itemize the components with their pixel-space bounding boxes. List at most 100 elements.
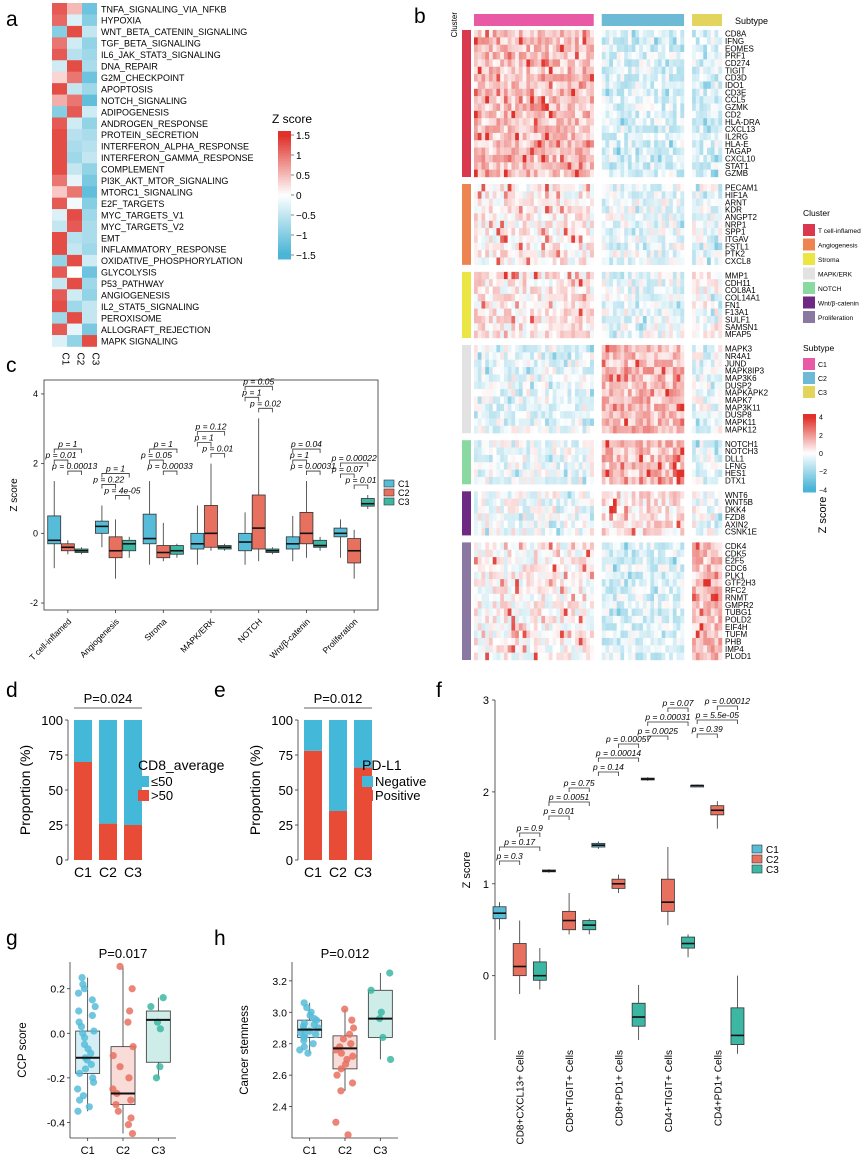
heatmap-cell bbox=[672, 454, 677, 463]
gene-label: CD3E bbox=[725, 88, 746, 97]
heatmap-cell bbox=[530, 352, 535, 360]
heatmap-cell bbox=[488, 154, 493, 163]
heatmap-cell bbox=[511, 59, 516, 67]
heatmap-cell bbox=[616, 557, 621, 565]
heatmap-cell bbox=[500, 257, 505, 266]
heatmap-cell bbox=[590, 330, 594, 339]
heatmap-cell bbox=[657, 44, 662, 53]
heatmap-cell bbox=[530, 206, 535, 214]
heatmap-cell bbox=[672, 476, 677, 485]
heatmap-cell bbox=[567, 615, 572, 624]
heatmap-cell bbox=[503, 147, 508, 156]
heatmap-cell bbox=[665, 389, 670, 397]
heatmap-cell bbox=[624, 30, 629, 38]
heatmap-cell bbox=[692, 125, 697, 134]
heatmap-cell bbox=[556, 367, 561, 375]
gene-label: MAPKAPK2 bbox=[725, 389, 769, 398]
heatmap-cell bbox=[511, 301, 516, 309]
heatmap-cell bbox=[481, 601, 486, 609]
heatmap-cell bbox=[714, 52, 719, 60]
heatmap-cell bbox=[511, 286, 516, 295]
heatmap-cell bbox=[530, 528, 535, 536]
heatmap-cell bbox=[646, 586, 651, 595]
heatmap-cell bbox=[699, 389, 704, 397]
heatmap-cell bbox=[642, 381, 647, 390]
heatmap-cell bbox=[556, 88, 561, 97]
heatmap-cell bbox=[522, 154, 527, 163]
heatmap-cell bbox=[707, 462, 711, 470]
heatmap-cell bbox=[560, 352, 565, 360]
heatmap-cell bbox=[601, 66, 606, 75]
heatmap-cell bbox=[488, 37, 493, 45]
heatmap-cell bbox=[563, 125, 568, 134]
heatmap-cell bbox=[488, 242, 493, 251]
heatmap-cell bbox=[695, 491, 700, 499]
heatmap-cell bbox=[560, 271, 565, 280]
heatmap-cell bbox=[695, 81, 700, 89]
heatmap-cell bbox=[578, 81, 583, 89]
heatmap-cell bbox=[692, 308, 697, 317]
heatmap-cell bbox=[488, 184, 493, 192]
heatmap-cell bbox=[714, 615, 719, 624]
heatmap-cell bbox=[560, 586, 565, 595]
heatmap-cell bbox=[541, 169, 546, 178]
heatmap-cell bbox=[605, 352, 610, 360]
heatmap-cell bbox=[477, 147, 482, 156]
heatmap-cell bbox=[669, 52, 674, 60]
heatmap-cell bbox=[665, 330, 670, 339]
heatmap-cell bbox=[477, 59, 482, 67]
heatmap-cell bbox=[481, 593, 486, 602]
heatmap-cell bbox=[703, 411, 708, 419]
heatmap-cell bbox=[601, 235, 606, 243]
heatmap-cell bbox=[522, 571, 527, 580]
heatmap-cell bbox=[582, 476, 587, 485]
heatmap-cell bbox=[642, 132, 647, 141]
heatmap-cell bbox=[545, 286, 550, 295]
heatmap-cell bbox=[714, 37, 719, 45]
heatmap-cell bbox=[485, 506, 490, 514]
heatmap-cell bbox=[586, 615, 591, 624]
heatmap-cell bbox=[560, 191, 565, 199]
heatmap-cell bbox=[485, 579, 490, 587]
heatmap-cell bbox=[582, 506, 587, 514]
heatmap-cell bbox=[601, 37, 606, 45]
heatmap-cell bbox=[657, 403, 662, 412]
heatmap-cell bbox=[639, 198, 644, 207]
heatmap-cell bbox=[714, 198, 719, 207]
heatmap-cell bbox=[518, 440, 523, 448]
heatmap-cell bbox=[718, 345, 723, 353]
heatmap-cell bbox=[474, 301, 478, 309]
heatmap-cell bbox=[533, 147, 538, 156]
heatmap-cell bbox=[548, 279, 553, 287]
heatmap-cell bbox=[639, 271, 644, 280]
heatmap-cell bbox=[477, 44, 482, 53]
heatmap-cell bbox=[661, 469, 666, 478]
heatmap-cell bbox=[642, 411, 647, 419]
heatmap-cell bbox=[537, 169, 542, 178]
heatmap-cell bbox=[582, 352, 587, 360]
heatmap-cell bbox=[541, 301, 546, 309]
heatmap-cell bbox=[642, 564, 647, 572]
heatmap-cell bbox=[560, 88, 565, 97]
heatmap-cell bbox=[718, 469, 723, 478]
heatmap-cell bbox=[631, 506, 636, 514]
heatmap-cell bbox=[680, 118, 685, 126]
heatmap-cell bbox=[699, 59, 704, 67]
heatmap-cell bbox=[707, 469, 711, 478]
heatmap-cell bbox=[552, 228, 557, 236]
heatmap-cell bbox=[661, 66, 666, 75]
heatmap-cell bbox=[481, 235, 486, 243]
heatmap-cell bbox=[672, 520, 677, 529]
heatmap-cell bbox=[578, 118, 583, 126]
heatmap-cell bbox=[620, 557, 625, 565]
heatmap-cell bbox=[477, 498, 482, 507]
heatmap-cell bbox=[692, 59, 697, 67]
heatmap-cell bbox=[620, 191, 625, 199]
heatmap-cell bbox=[609, 381, 614, 390]
heatmap-cell bbox=[703, 250, 708, 258]
subtype-axis-label: Subtype bbox=[735, 16, 768, 26]
heatmap-cell bbox=[578, 586, 583, 595]
heatmap-cell bbox=[533, 381, 538, 390]
heatmap-cell bbox=[556, 228, 561, 236]
heatmap-cell bbox=[492, 557, 497, 565]
